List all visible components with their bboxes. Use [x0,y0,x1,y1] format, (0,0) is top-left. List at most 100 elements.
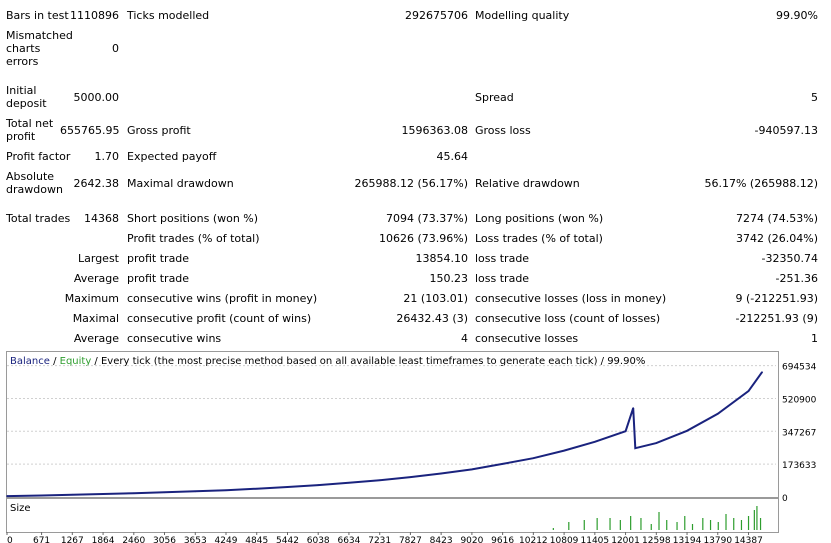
x-tick-label: 7231 [368,536,391,543]
x-tick-label: 1267 [61,536,84,543]
label-bars-in-test: Bars in test [6,9,69,22]
label-initial-deposit: Initial deposit [6,84,47,110]
value-average-consecutive-losses: 1 [811,332,818,345]
x-tick-label: 3056 [153,536,176,543]
label-average: Average [73,272,119,285]
label-average-consecutive: Average [73,332,119,345]
y-tick-label: 520900 [782,395,817,405]
x-tick-label: 1864 [92,536,115,543]
value-ticks-modelled: 292675706 [405,9,468,22]
value-maximal-consecutive-loss: -212251.93 (9) [735,312,818,325]
value-relative-drawdown: 56.17% (265988.12) [704,177,818,190]
x-tick-label: 671 [33,536,50,543]
x-tick-label: 11405 [581,536,610,543]
value-maximal-drawdown: 265988.12 (56.17%) [354,177,468,190]
value-initial-deposit: 5000.00 [73,91,120,104]
label-total-trades: Total trades [6,212,71,225]
value-maximum-consecutive-wins: 21 (103.01) [403,292,468,305]
value-average-loss-trade: -251.36 [775,272,818,285]
value-modelling-quality: 99.90% [776,9,818,22]
value-spread: 5 [811,91,818,104]
x-tick-label: 6038 [307,536,330,543]
value-average-profit-trade: 150.23 [429,272,469,285]
legend-separator: / [49,356,60,367]
x-tick-label: 4845 [245,536,268,543]
x-tick-label: 12001 [611,536,640,543]
label-maximum-consecutive-wins: consecutive wins (profit in money) [127,292,318,305]
label-average-profit-trade: profit trade [127,272,190,285]
x-tick-label: 7827 [399,536,422,543]
legend-balance: Balance [10,356,50,367]
legend-description: / Every tick (the most precise method ba… [91,356,646,367]
label-loss-trades: Loss trades (% of total) [475,232,603,245]
x-tick-label: 10212 [519,536,548,543]
label-maximal: Maximal [72,312,119,325]
value-mismatched-errors: 0 [112,42,119,55]
label-modelling-quality: Modelling quality [475,9,570,22]
label-total-net-profit: Total net profit [6,117,54,143]
label-profit-trades: Profit trades (% of total) [127,232,260,245]
size-label: Size [10,503,31,514]
value-absolute-drawdown: 2642.38 [73,177,120,190]
x-tick-label: 14387 [734,536,763,543]
x-tick-label: 13194 [673,536,702,543]
label-profit-factor: Profit factor [6,150,71,163]
legend-equity: Equity [59,356,92,367]
chart-legend: Balance / Equity / Every tick (the most … [10,355,645,368]
value-maximal-consecutive-profit: 26432.43 (3) [396,312,468,325]
label-gross-loss: Gross loss [475,124,531,137]
label-maximal-consecutive-loss: consecutive loss (count of losses) [475,312,661,325]
y-tick-label: 694534 [782,363,817,373]
label-expected-payoff: Expected payoff [127,150,217,163]
label-average-loss-trade: loss trade [475,272,530,285]
x-tick-label: 6634 [337,536,360,543]
x-tick-label: 4249 [215,536,238,543]
label-long-positions: Long positions (won %) [475,212,604,225]
label-maximum-consecutive-losses: consecutive losses (loss in money) [475,292,667,305]
x-tick-label: 12598 [642,536,671,543]
label-largest-loss-trade: loss trade [475,252,530,265]
x-tick-label: 10809 [550,536,579,543]
y-tick-label: 347267 [782,428,816,438]
value-profit-trades: 10626 (73.96%) [378,232,468,245]
label-short-positions: Short positions (won %) [127,212,259,225]
label-ticks-modelled: Ticks modelled [127,9,210,22]
value-short-positions: 7094 (73.37%) [385,212,468,225]
x-tick-label: 9616 [491,536,514,543]
label-average-consecutive-losses: consecutive losses [475,332,579,345]
value-gross-loss: -940597.13 [754,124,818,137]
value-gross-profit: 1596363.08 [401,124,468,137]
label-maximum: Maximum [64,292,119,305]
x-tick-label: 9020 [460,536,483,543]
label-maximal-consecutive-profit: consecutive profit (count of wins) [127,312,312,325]
value-expected-payoff: 45.64 [436,150,469,163]
value-long-positions: 7274 (74.53%) [735,212,818,225]
x-tick-label: 0 [7,536,13,543]
label-mismatched-errors: Mismatched charts errors [6,29,73,68]
value-largest-loss-trade: -32350.74 [761,252,818,265]
x-tick-label: 3653 [184,536,207,543]
value-largest-profit-trade: 13854.10 [415,252,469,265]
value-bars-in-test: 1110896 [70,9,119,22]
size-chart: Size [6,498,779,533]
label-average-consecutive-wins: consecutive wins [127,332,222,345]
value-total-net-profit: 655765.95 [60,124,120,137]
label-absolute-drawdown: Absolute drawdown [6,170,63,196]
y-tick-label: 0 [782,494,788,504]
x-tick-label: 13790 [703,536,732,543]
value-total-trades: 14368 [84,212,119,225]
x-tick-label: 8423 [430,536,453,543]
value-maximum-consecutive-losses: 9 (-212251.93) [735,292,818,305]
value-average-consecutive-wins: 4 [461,332,468,345]
x-tick-label: 5442 [276,536,299,543]
label-gross-profit: Gross profit [127,124,191,137]
label-largest: Largest [78,252,119,265]
x-tick-label: 2460 [122,536,145,543]
label-relative-drawdown: Relative drawdown [475,177,580,190]
label-maximal-drawdown: Maximal drawdown [127,177,234,190]
label-spread: Spread [475,91,514,104]
value-profit-factor: 1.70 [94,150,120,163]
balance-chart: Balance / Equity / Every tick (the most … [6,351,779,498]
label-largest-profit-trade: profit trade [127,252,190,265]
y-tick-label: 173633 [782,461,816,471]
